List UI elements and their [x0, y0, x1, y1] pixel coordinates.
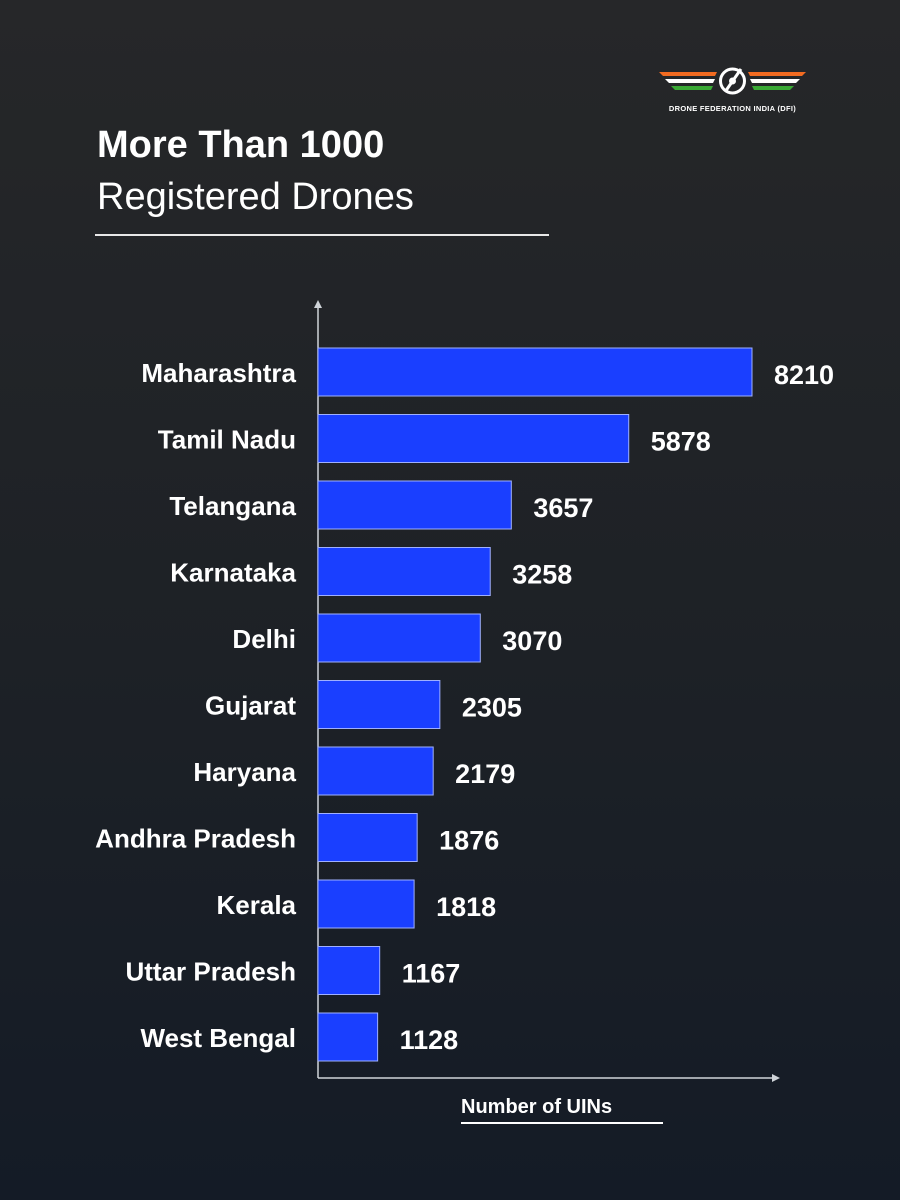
- dfi-wings-emblem: [659, 67, 806, 95]
- category-label-kerala: Kerala: [217, 890, 297, 920]
- category-label-andhra-pradesh: Andhra Pradesh: [95, 824, 296, 854]
- value-label-gujarat: 2305: [462, 693, 522, 723]
- bar-uttar-pradesh: [317, 946, 381, 995]
- bar-gujarat: [317, 680, 441, 729]
- value-label-telangana: 3657: [533, 493, 593, 523]
- bar-tamil-nadu: [317, 414, 630, 463]
- value-label-delhi: 3070: [502, 626, 562, 656]
- category-label-uttar-pradesh: Uttar Pradesh: [126, 957, 297, 987]
- category-label-telangana: Telangana: [169, 491, 296, 521]
- category-label-haryana: Haryana: [193, 757, 296, 787]
- value-label-maharashtra: 8210: [774, 360, 834, 390]
- bar-telangana: [317, 480, 512, 530]
- y-axis-arrow: [314, 300, 322, 308]
- bar-kerala: [317, 879, 415, 929]
- value-label-haryana: 2179: [455, 759, 515, 789]
- category-label-west-bengal: West Bengal: [140, 1023, 296, 1053]
- bar-karnataka: [317, 547, 491, 596]
- value-label-west-bengal: 1128: [400, 1025, 459, 1055]
- x-axis-label-underline: [461, 1122, 663, 1124]
- bar-maharashtra: [317, 347, 753, 397]
- page-title: More Than 1000: [97, 124, 385, 166]
- category-label-delhi: Delhi: [232, 624, 296, 654]
- bar-west-bengal: [317, 1012, 379, 1062]
- bar-delhi: [317, 613, 481, 663]
- value-label-kerala: 1818: [436, 892, 496, 922]
- bar-andhra-pradesh: [317, 813, 418, 862]
- x-axis-arrow: [772, 1074, 780, 1082]
- category-label-maharashtra: Maharashtra: [141, 358, 296, 388]
- value-label-tamil-nadu: 5878: [651, 427, 711, 457]
- value-label-uttar-pradesh: 1167: [402, 959, 461, 989]
- category-label-tamil-nadu: Tamil Nadu: [158, 425, 296, 455]
- dfi-logo-text: DRONE FEDERATION INDIA (DFI): [668, 104, 797, 113]
- dfi-logo: DRONE FEDERATION INDIA (DFI): [655, 66, 810, 121]
- title-divider: [95, 234, 549, 236]
- x-axis-label: Number of UINs: [461, 1096, 613, 1118]
- bar-haryana: [317, 746, 434, 796]
- page-subtitle: Registered Drones: [97, 176, 414, 218]
- category-label-gujarat: Gujarat: [205, 691, 296, 721]
- category-label-karnataka: Karnataka: [170, 558, 296, 588]
- value-label-karnataka: 3258: [512, 560, 572, 590]
- value-label-andhra-pradesh: 1876: [439, 826, 499, 856]
